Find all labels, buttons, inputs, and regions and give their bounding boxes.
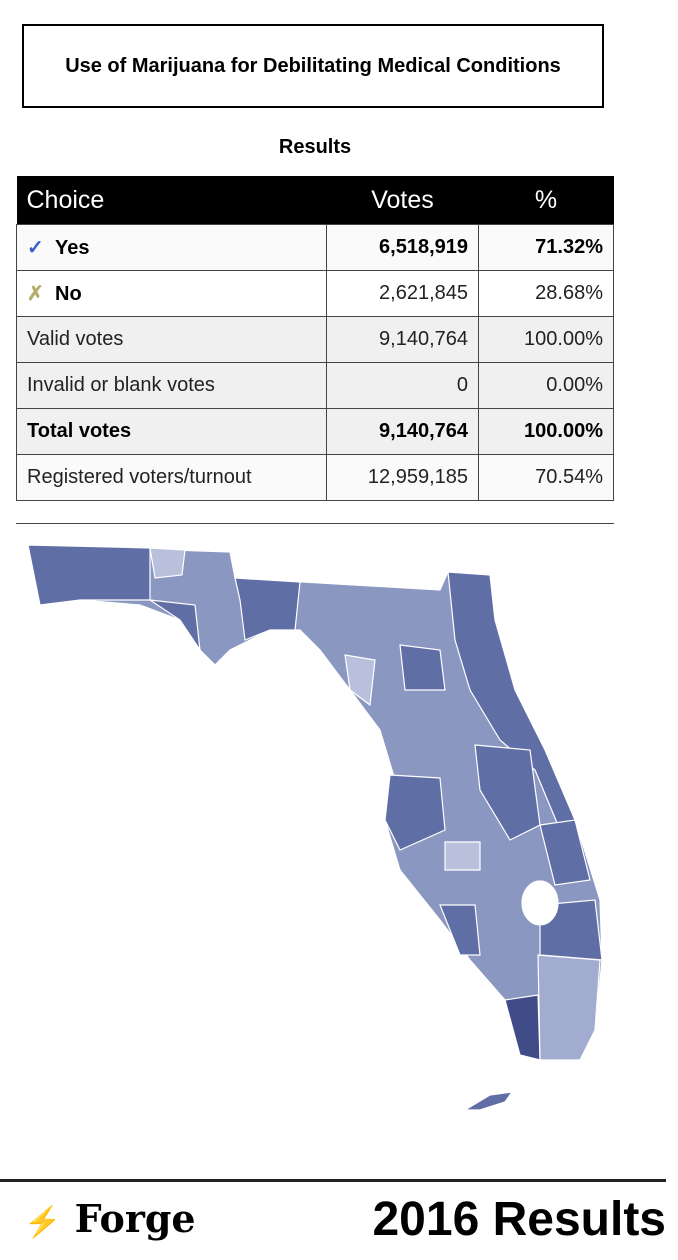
cell: 6,518,919 — [326, 224, 479, 271]
row: ✓ Yes 6,518,919 71.32% — [16, 224, 614, 271]
county — [399, 644, 446, 691]
county — [439, 904, 481, 956]
cell: 100.00% — [478, 408, 614, 455]
results-table: Choice Votes% ✓ Yes 6,518,919 71.32% ✗ No 2,62… — [16, 176, 614, 501]
county — [149, 599, 201, 651]
th: Votes — [326, 176, 479, 225]
x-icon: ✗ — [27, 283, 44, 305]
cell: Registered voters/turnout — [16, 454, 327, 501]
cell: 70.54% — [478, 454, 614, 501]
row: Valid votes 9,140,764 100.00% — [16, 316, 614, 363]
county — [344, 654, 376, 707]
row: Total votes 9,140,764 100.00% — [16, 408, 614, 455]
divider — [0, 1179, 666, 1182]
cell: 100.00% — [478, 316, 614, 363]
keys — [462, 1091, 514, 1111]
cell: 9,140,764 — [326, 316, 479, 363]
cell: 28.68% — [478, 270, 614, 317]
cell: 9,140,764 — [326, 408, 479, 455]
county — [234, 577, 301, 641]
cell: Total votes — [16, 408, 327, 455]
cell: 2,621,845 — [326, 270, 479, 317]
check-icon: ✓ — [27, 237, 44, 259]
divider — [16, 523, 614, 524]
logo-icon: ⚡ — [24, 1205, 62, 1240]
cell: Valid votes — [16, 316, 327, 363]
county — [444, 841, 481, 871]
county — [539, 819, 591, 886]
row: Registered voters/turnout 12,959,185 70.54… — [16, 454, 614, 501]
brand-text: Forge — [74, 1196, 196, 1241]
row: Invalid or blank votes 0 0.00% — [16, 362, 614, 409]
caption: Results — [278, 136, 352, 158]
cell: 12,959,185 — [326, 454, 479, 501]
header-row: Choice Votes% — [16, 176, 614, 225]
title: Use of Marijuana for Debilitating Medica… — [22, 24, 604, 108]
row: ✗ No 2,621,845 28.68% — [16, 270, 614, 317]
cell-text: No — [55, 283, 82, 305]
county — [537, 954, 601, 1061]
county — [27, 544, 151, 606]
lake — [521, 880, 559, 926]
footer-label: 2016 Results — [372, 1193, 666, 1246]
cell-text: Yes — [55, 237, 90, 259]
cell: ✓ Yes — [16, 224, 327, 271]
cell: 0.00% — [478, 362, 614, 409]
county — [384, 774, 446, 851]
florida-map — [27, 544, 603, 1111]
county — [474, 744, 541, 841]
cell: Invalid or blank votes — [16, 362, 327, 409]
th: % — [478, 176, 614, 225]
th: Choice — [16, 176, 327, 225]
brand: ⚡ Forge — [24, 1196, 196, 1241]
county — [504, 994, 541, 1061]
county — [149, 547, 186, 579]
